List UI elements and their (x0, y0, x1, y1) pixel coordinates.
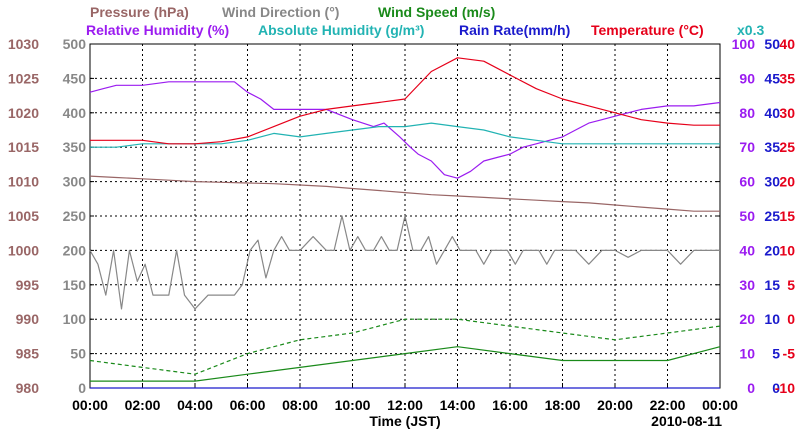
y-axis-ticks: 1030102510201015101010051000995990985980… (8, 36, 795, 396)
y-tick-relative-humidity: 0 (747, 380, 755, 396)
x-tick-label: 02:00 (125, 397, 161, 413)
legend-relative-humidity: Relative Humidity (%) (86, 22, 229, 38)
legend-pressure: Pressure (hPa) (90, 4, 189, 20)
legend-temperature: Temperature (°C) (591, 22, 704, 38)
y-tick-relative-humidity: 80 (739, 105, 755, 121)
series-wind-speed-m-s-mean (90, 346, 721, 382)
y-tick-relative-humidity: 60 (739, 174, 755, 190)
x-tick-label: 14:00 (440, 397, 476, 413)
x-tick-label: 00:00 (72, 397, 108, 413)
y-tick-rain-rate: 20 (764, 242, 780, 258)
y-tick-rain-rate: 35 (764, 139, 780, 155)
y-tick-pressure: 1015 (8, 139, 39, 155)
x-tick-label: 08:00 (282, 397, 318, 413)
series-pressure-hpa (89, 175, 720, 212)
y-tick-rain-rate: 10 (764, 311, 780, 327)
y-tick-pressure: 1030 (8, 36, 39, 52)
y-tick-rain-rate: 15 (764, 277, 780, 293)
date-label: 2010-08-11 (651, 413, 722, 429)
x-tick-label: 10:00 (335, 397, 371, 413)
legend-wind-speed: Wind Speed (m/s) (378, 4, 495, 20)
y-tick-pressure: 1000 (8, 242, 39, 258)
y-tick-temperature: -10 (775, 380, 795, 396)
x-tick-label: 18:00 (545, 397, 581, 413)
y-tick-rain-rate: 45 (764, 70, 780, 86)
y-tick-rain-rate: 30 (764, 174, 780, 190)
y-tick-wind-direction: 100 (63, 311, 87, 327)
y-tick-wind-direction: 450 (63, 70, 87, 86)
x-axis-ticks: 00:00 02:00 04:00 06:00 08:00 10:00 12:00 14:00… (72, 383, 738, 413)
x-tick-label: 04:00 (177, 397, 213, 413)
y-tick-temperature: 15 (779, 208, 795, 224)
legend-absolute-humidity: Absolute Humidity (g/m³) (258, 22, 424, 38)
y-tick-pressure: 1005 (8, 208, 39, 224)
y-tick-pressure: 985 (16, 346, 40, 362)
y-tick-wind-direction: 250 (63, 208, 87, 224)
y-tick-relative-humidity: 50 (739, 208, 755, 224)
y-tick-relative-humidity: 10 (739, 346, 755, 362)
y-tick-pressure: 1010 (8, 174, 39, 190)
legend-wind-direction: Wind Direction (°) (222, 4, 339, 20)
y-tick-relative-humidity: 30 (739, 277, 755, 293)
x-tick-label: 16:00 (492, 397, 528, 413)
y-tick-pressure: 1025 (8, 70, 39, 86)
y-tick-rain-rate: 0 (772, 380, 780, 396)
y-tick-pressure: 990 (16, 311, 40, 327)
x-tick-label: 00:00 (702, 397, 738, 413)
legend-rain-rate: Rain Rate(mm/h) (459, 22, 570, 38)
y-tick-temperature: 0 (787, 311, 795, 327)
y-tick-temperature: 30 (779, 105, 795, 121)
y-tick-rain-rate: 25 (764, 208, 780, 224)
x-tick-label: 22:00 (650, 397, 686, 413)
series-relative-humidity (89, 81, 721, 179)
series-wind-direction (89, 215, 720, 310)
y-tick-wind-direction: 400 (63, 105, 87, 121)
y-tick-relative-humidity: 90 (739, 70, 755, 86)
series-wind-speed-m-s-gust (89, 318, 721, 375)
y-tick-temperature: 5 (787, 277, 795, 293)
series-layer (89, 57, 721, 389)
y-tick-pressure: 980 (16, 380, 40, 396)
y-tick-relative-humidity: 100 (732, 36, 756, 52)
y-tick-temperature: 10 (779, 242, 795, 258)
x-tick-label: 06:00 (230, 397, 266, 413)
y-tick-wind-direction: 150 (63, 277, 87, 293)
x-tick-label: 20:00 (597, 397, 633, 413)
x-tick-label: 12:00 (387, 397, 423, 413)
series-temperature-c (90, 57, 720, 145)
y-tick-temperature: 35 (779, 70, 795, 86)
y-tick-pressure: 1020 (8, 105, 39, 121)
y-tick-rain-rate: 50 (764, 36, 780, 52)
y-tick-temperature: -5 (783, 346, 796, 362)
y-tick-wind-direction: 350 (63, 139, 87, 155)
y-tick-temperature: 25 (779, 139, 795, 155)
legend-scale-note: x0.3 (737, 22, 764, 38)
y-tick-relative-humidity: 40 (739, 242, 755, 258)
y-tick-rain-rate: 40 (764, 105, 780, 121)
y-tick-wind-direction: 300 (63, 174, 87, 190)
legend: Pressure (hPa) Wind Direction (°) Wind S… (86, 4, 764, 38)
y-tick-wind-direction: 0 (78, 380, 86, 396)
y-tick-temperature: 20 (779, 174, 795, 190)
y-tick-pressure: 995 (16, 277, 40, 293)
y-tick-wind-direction: 50 (70, 346, 86, 362)
y-tick-temperature: 40 (779, 36, 795, 52)
x-axis-label: Time (JST) (369, 413, 440, 429)
y-tick-wind-direction: 200 (63, 242, 87, 258)
y-tick-rain-rate: 5 (772, 346, 780, 362)
y-tick-wind-direction: 500 (63, 36, 87, 52)
y-tick-relative-humidity: 70 (739, 139, 755, 155)
y-tick-relative-humidity: 20 (739, 311, 755, 327)
